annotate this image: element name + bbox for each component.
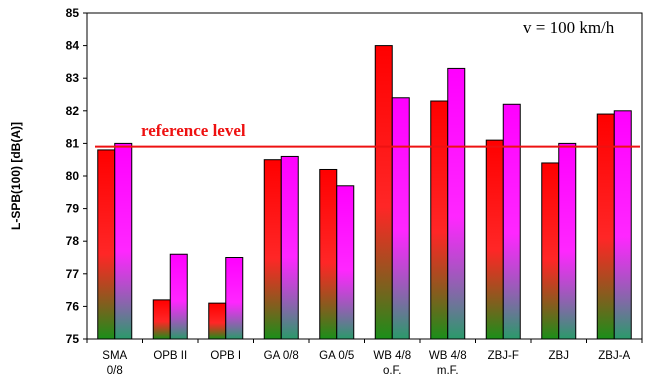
reference-level-label: reference level [141, 121, 246, 140]
bar-series-1 [319, 168, 338, 340]
x-tick-label: GA 0/5 [319, 350, 354, 362]
bar-series-2 [280, 155, 299, 340]
bar-series-1 [208, 302, 227, 340]
bars [97, 45, 632, 340]
bar-series-1 [263, 159, 282, 340]
x-tick-label: SMA [102, 350, 127, 362]
bar-series-2 [558, 142, 577, 340]
bar-series-2 [114, 142, 133, 340]
bar-series-2 [225, 257, 244, 340]
bar-series-1 [374, 45, 393, 340]
y-axis: 75 76 77 78 79 80 81 82 83 84 85 [66, 6, 87, 346]
bar-series-2 [169, 253, 188, 340]
bar-series-2 [336, 185, 355, 340]
y-tick-label: 75 [66, 332, 80, 346]
bar-series-1 [596, 113, 615, 340]
y-tick-label: 82 [66, 104, 80, 118]
speed-annotation: v = 100 km/h [523, 18, 615, 37]
bar-series-1 [430, 100, 449, 340]
x-tick-label: m.F. [437, 365, 459, 377]
bar-series-1 [152, 299, 171, 340]
x-tick-label: 0/8 [107, 365, 123, 377]
y-tick-label: 81 [66, 136, 80, 150]
x-tick-label: OPB I [210, 350, 241, 362]
y-tick-label: 85 [66, 6, 80, 20]
x-tick-label: OPB II [153, 350, 187, 362]
y-tick-label: 83 [66, 71, 80, 85]
y-tick-label: 84 [66, 39, 80, 53]
x-tick-label: ZBJ-A [598, 350, 630, 362]
x-tick-label: WB 4/8 [373, 350, 411, 362]
bar-series-1 [485, 139, 504, 340]
y-tick-label: 80 [66, 169, 80, 183]
x-tick-label: GA 0/8 [264, 350, 299, 362]
bar-series-1 [541, 162, 560, 340]
y-tick-label: 79 [66, 202, 80, 216]
y-tick-label: 78 [66, 234, 80, 248]
bar-series-2 [447, 67, 466, 340]
bar-series-2 [502, 103, 521, 340]
x-tick-label: ZBJ [549, 350, 569, 362]
y-axis-title: L-SPB(100) [dB(A)] [9, 122, 23, 230]
x-axis: SMA 0/8 OPB II OPB I GA 0/8 GA 0/5 WB 4/8 o.F. W… [86, 339, 643, 377]
x-tick-label: o.F. [383, 365, 402, 377]
x-tick-label: ZBJ-F [488, 350, 519, 362]
bar-series-2 [391, 97, 410, 340]
y-tick-label: 76 [66, 299, 80, 313]
y-tick-label: 77 [66, 267, 80, 281]
bar-series-1 [97, 149, 116, 340]
bar-series-2 [613, 110, 632, 340]
x-tick-label: WB 4/8 [429, 350, 467, 362]
